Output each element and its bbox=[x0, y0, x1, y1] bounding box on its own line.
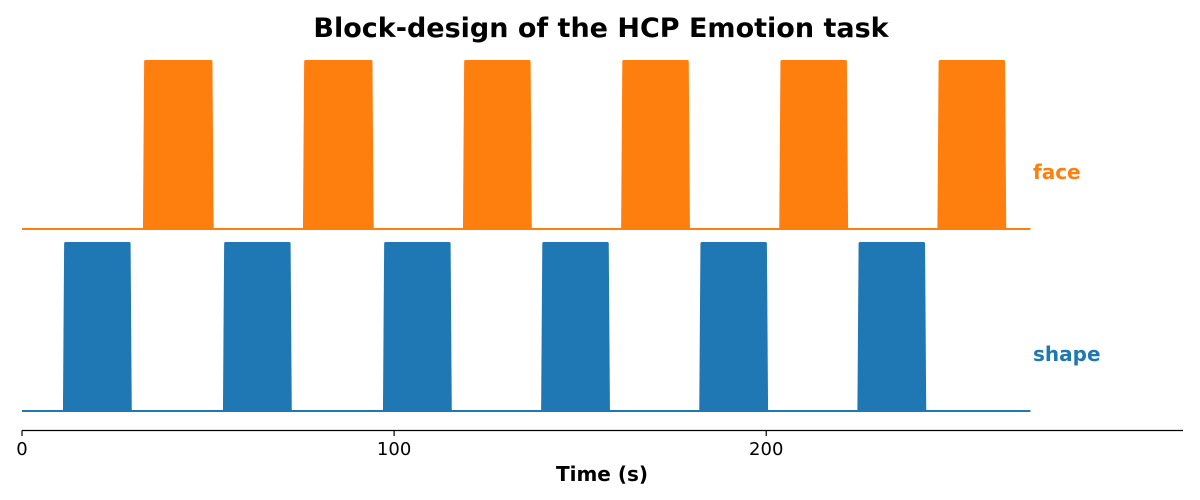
x-tick-label-100: 100 bbox=[377, 439, 411, 460]
shape-block-4 bbox=[541, 242, 610, 411]
shape-block-1 bbox=[62, 242, 132, 411]
x-axis-label: Time (s) bbox=[556, 462, 648, 486]
face-block-6 bbox=[937, 60, 1007, 229]
shape-block-3 bbox=[382, 242, 452, 411]
face-block-4 bbox=[621, 60, 690, 229]
series-face: face bbox=[22, 60, 1081, 230]
series-layer: face shape bbox=[22, 60, 1101, 412]
face-block-2 bbox=[302, 60, 374, 229]
x-tick-label-0: 0 bbox=[16, 439, 27, 460]
series-label-shape: shape bbox=[1033, 342, 1101, 366]
x-axis-ticks: 0 100 200 bbox=[16, 430, 783, 460]
face-block-1 bbox=[142, 60, 214, 229]
shape-block-5 bbox=[699, 242, 769, 411]
face-block-5 bbox=[779, 60, 849, 229]
series-shape: shape bbox=[22, 242, 1101, 412]
chart-title: Block-design of the HCP Emotion task bbox=[313, 13, 889, 44]
shape-block-6 bbox=[857, 242, 927, 411]
shape-block-2 bbox=[222, 242, 292, 411]
x-tick-label-200: 200 bbox=[749, 439, 783, 460]
series-label-face: face bbox=[1033, 160, 1081, 184]
face-block-3 bbox=[462, 60, 532, 229]
